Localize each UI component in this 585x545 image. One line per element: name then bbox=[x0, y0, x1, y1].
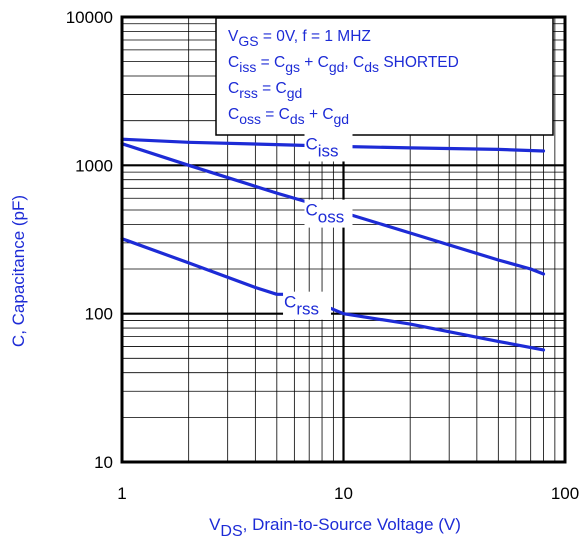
x-tick-label: 1 bbox=[117, 484, 126, 503]
y-tick-label: 1000 bbox=[75, 156, 113, 175]
plot-frame bbox=[120, 15, 567, 464]
plot-border bbox=[120, 15, 567, 464]
legend-line: Coss = Cds + Cgd bbox=[228, 106, 349, 127]
y-tick-label: 10000 bbox=[66, 8, 113, 27]
legend: VGS = 0V, f = 1 MHZ Ciss = Cgs + Cgd, Cds… bbox=[215, 17, 554, 136]
y-tick-label: 10 bbox=[94, 453, 113, 472]
y-axis-label: C, Capacitance (pF) bbox=[9, 195, 28, 347]
curve-label-background bbox=[283, 291, 332, 320]
curve-label-background bbox=[304, 199, 353, 228]
curve-label-coss: Coss bbox=[306, 201, 345, 227]
legend-line: VGS = 0V, f = 1 MHZ bbox=[228, 28, 371, 49]
curve-label-ciss: Ciss bbox=[306, 134, 339, 160]
curve-labels: Ciss Coss Crss bbox=[283, 133, 353, 320]
curve-label-crss: Crss bbox=[284, 293, 319, 319]
legend-line: Ciss = Cgs + Cgd, Cds SHORTED bbox=[228, 54, 459, 75]
legend-line: Crss = Cgd bbox=[228, 80, 302, 101]
x-tick-label: 100 bbox=[551, 484, 579, 503]
series-line-coss bbox=[120, 142, 546, 276]
legend-box bbox=[215, 17, 554, 136]
x-axis-label: VDS, Drain-to-Source Voltage (V) bbox=[209, 515, 461, 540]
series-lines bbox=[120, 137, 546, 352]
x-tick-label: 10 bbox=[334, 484, 353, 503]
curve-label-background bbox=[304, 133, 353, 162]
y-tick-label: 100 bbox=[85, 305, 113, 324]
